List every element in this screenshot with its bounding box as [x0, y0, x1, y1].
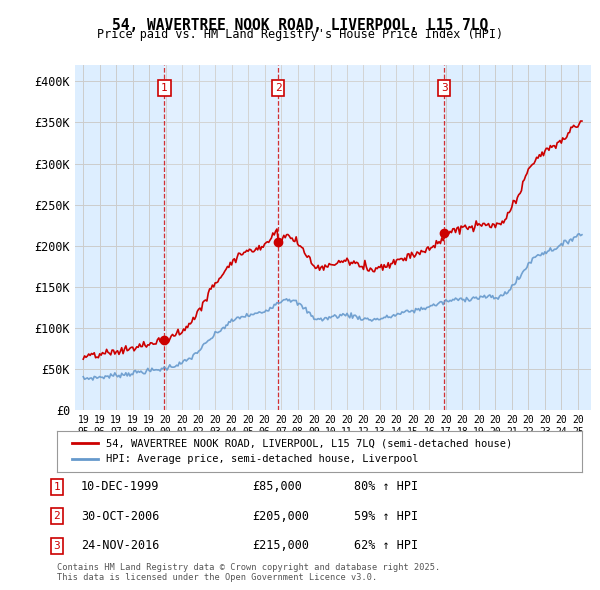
Text: £215,000: £215,000	[252, 539, 309, 552]
Text: 54, WAVERTREE NOOK ROAD, LIVERPOOL, L15 7LQ: 54, WAVERTREE NOOK ROAD, LIVERPOOL, L15 …	[112, 18, 488, 32]
Text: Price paid vs. HM Land Registry's House Price Index (HPI): Price paid vs. HM Land Registry's House …	[97, 28, 503, 41]
Text: 24-NOV-2016: 24-NOV-2016	[81, 539, 160, 552]
Legend: 54, WAVERTREE NOOK ROAD, LIVERPOOL, L15 7LQ (semi-detached house), HPI: Average : 54, WAVERTREE NOOK ROAD, LIVERPOOL, L15 …	[67, 434, 517, 468]
Text: 30-OCT-2006: 30-OCT-2006	[81, 510, 160, 523]
Bar	[278, 65, 444, 410]
Text: 80% ↑ HPI: 80% ↑ HPI	[354, 480, 418, 493]
Text: 59% ↑ HPI: 59% ↑ HPI	[354, 510, 418, 523]
Text: 2: 2	[53, 512, 61, 521]
Bar	[164, 65, 278, 410]
Text: 3: 3	[53, 541, 61, 550]
Text: 2: 2	[275, 83, 281, 93]
Text: 10-DEC-1999: 10-DEC-1999	[81, 480, 160, 493]
Text: 3: 3	[441, 83, 448, 93]
Text: This data is licensed under the Open Government Licence v3.0.: This data is licensed under the Open Gov…	[57, 573, 377, 582]
Text: £85,000: £85,000	[252, 480, 302, 493]
Text: 62% ↑ HPI: 62% ↑ HPI	[354, 539, 418, 552]
Text: Contains HM Land Registry data © Crown copyright and database right 2025.: Contains HM Land Registry data © Crown c…	[57, 563, 440, 572]
Text: 1: 1	[53, 482, 61, 491]
Text: £205,000: £205,000	[252, 510, 309, 523]
Bar	[75, 65, 164, 410]
Text: 1: 1	[161, 83, 168, 93]
